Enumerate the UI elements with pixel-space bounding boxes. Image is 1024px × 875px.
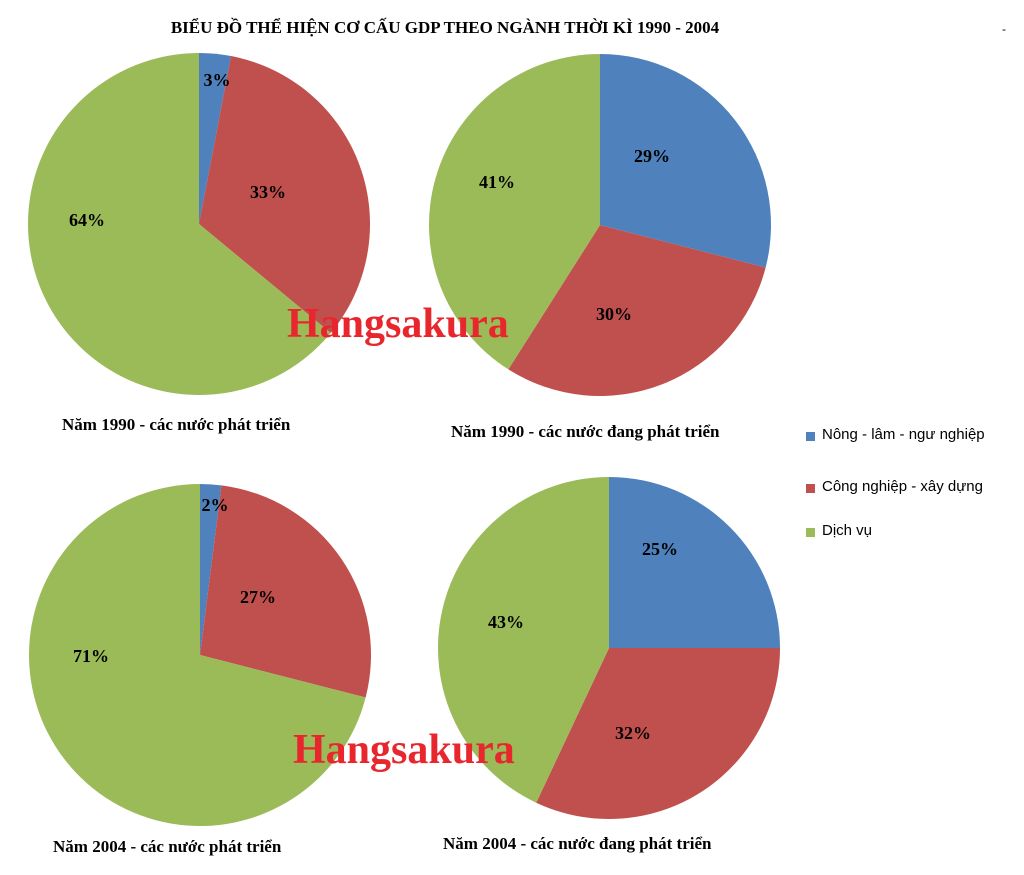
pie-1-slice-services bbox=[27, 53, 331, 396]
legend-swatch-agriculture bbox=[806, 432, 815, 441]
legend-item-services: Dịch vụ bbox=[806, 522, 1016, 539]
pie-1-label-agriculture: 3% bbox=[204, 70, 231, 90]
pie-1-label-services: 64% bbox=[69, 210, 105, 230]
pie-4-label-agriculture: 25% bbox=[642, 539, 678, 559]
pie-2-slice-services bbox=[429, 54, 600, 370]
legend: Nông - lâm - ngư nghiệp Công nghiệp - xâ… bbox=[806, 426, 1016, 539]
pie-1-slice-agriculture bbox=[199, 53, 232, 224]
pie-3-label-industry: 27% bbox=[240, 587, 276, 607]
pie-3-slice-agriculture bbox=[200, 484, 222, 655]
legend-label-industry: Công nghiệp - xây dựng bbox=[822, 478, 983, 495]
pie-3-label-services: 71% bbox=[73, 646, 109, 666]
legend-item-agriculture: Nông - lâm - ngư nghiệp bbox=[806, 426, 1016, 468]
pie-3-slice-industry bbox=[200, 485, 372, 698]
pie-3-slice-services bbox=[29, 484, 366, 826]
pie-2-label-industry: 30% bbox=[596, 304, 632, 324]
pie-2-slice-agriculture bbox=[600, 54, 771, 268]
legend-label-services: Dịch vụ bbox=[822, 522, 873, 539]
pie-2-slice-industry bbox=[508, 225, 766, 397]
chart-title: BIỂU ĐỒ THỂ HIỆN CƠ CẤU GDP THEO NGÀNH T… bbox=[170, 18, 720, 37]
watermark-bottom: Hangsakura bbox=[293, 727, 515, 773]
pie-4-slice-industry bbox=[536, 648, 780, 819]
pie-4-label-services: 43% bbox=[488, 612, 524, 632]
pie-3-caption: Năm 2004 - các nước phát triển bbox=[53, 837, 282, 856]
pie-1-slice-industry bbox=[199, 56, 370, 333]
pie-4-caption: Năm 2004 - các nước đang phát triển bbox=[443, 834, 712, 853]
pie-1-caption: Năm 1990 - các nước phát triển bbox=[62, 415, 291, 434]
pie-2-label-services: 41% bbox=[479, 172, 515, 192]
pie-3-label-agriculture: 2% bbox=[202, 495, 229, 515]
pie-2-label-agriculture: 29% bbox=[634, 146, 670, 166]
legend-label-agriculture: Nông - lâm - ngư nghiệp bbox=[822, 426, 985, 443]
legend-swatch-industry bbox=[806, 484, 815, 493]
pie-4-slice-services bbox=[438, 477, 609, 803]
legend-swatch-services bbox=[806, 528, 815, 537]
pie-4-label-industry: 32% bbox=[615, 723, 651, 743]
watermark-top: Hangsakura bbox=[287, 301, 509, 347]
corner-mark: - bbox=[1002, 22, 1006, 36]
pie-4-slice-agriculture bbox=[609, 477, 780, 648]
pie-2-caption: Năm 1990 - các nước đang phát triển bbox=[451, 422, 720, 441]
legend-item-industry: Công nghiệp - xây dựng bbox=[806, 478, 1016, 522]
pie-1-label-industry: 33% bbox=[250, 182, 286, 202]
